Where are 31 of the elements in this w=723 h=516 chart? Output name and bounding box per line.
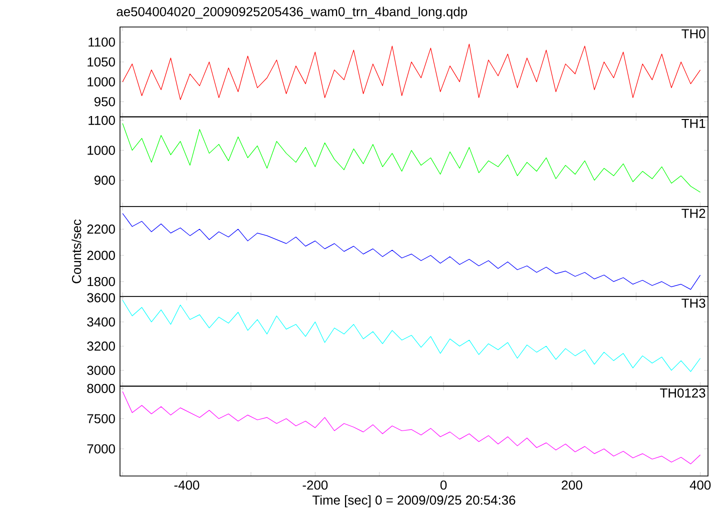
y-tick-label: 2000 [87, 250, 115, 260]
y-tick-label: 3400 [87, 317, 115, 327]
y-tick-label: 1100 [88, 38, 115, 47]
x-tick-label: 200 [562, 480, 582, 490]
y-tick-label: 1050 [88, 57, 115, 67]
y-tick-label: 950 [94, 97, 115, 106]
chart-title: ae504004020_20090925205436_wam0_trn_4band_long.qdp [116, 6, 468, 19]
line-series [122, 44, 701, 100]
y-tick-label: 900 [94, 176, 115, 185]
x-tick-label: -400 [174, 480, 200, 490]
y-tick-label: 3600 [87, 293, 115, 302]
y-tick-label: 1800 [88, 276, 115, 286]
y-tick-label: 2200 [87, 224, 115, 234]
y-tick-label: 1000 [88, 77, 115, 86]
annotation: TH2 [682, 208, 706, 218]
y-tick-label: 7000 [87, 444, 115, 454]
annotation: TH0123 [660, 388, 706, 398]
annotation: TH1 [682, 118, 706, 128]
annotation: TH0 [682, 29, 706, 38]
x-tick-label: -200 [302, 480, 328, 490]
annotation: TH3 [682, 298, 706, 308]
x-tick-label: 400 [690, 480, 711, 490]
x-axis-title: Time [sec] 0 = 2009/09/25 20:54:36 [312, 495, 516, 508]
y-tick-label: 1100 [88, 116, 115, 125]
y-axis-title: Counts/sec [72, 219, 82, 284]
y-tick-label: 8000 [87, 384, 115, 394]
y-tick-label: 3000 [87, 366, 115, 375]
x-tick-label: 0 [440, 480, 447, 490]
y-tick-label: 1000 [88, 146, 115, 155]
y-tick-label: 7500 [87, 414, 115, 424]
y-tick-label: 3200 [87, 342, 115, 351]
